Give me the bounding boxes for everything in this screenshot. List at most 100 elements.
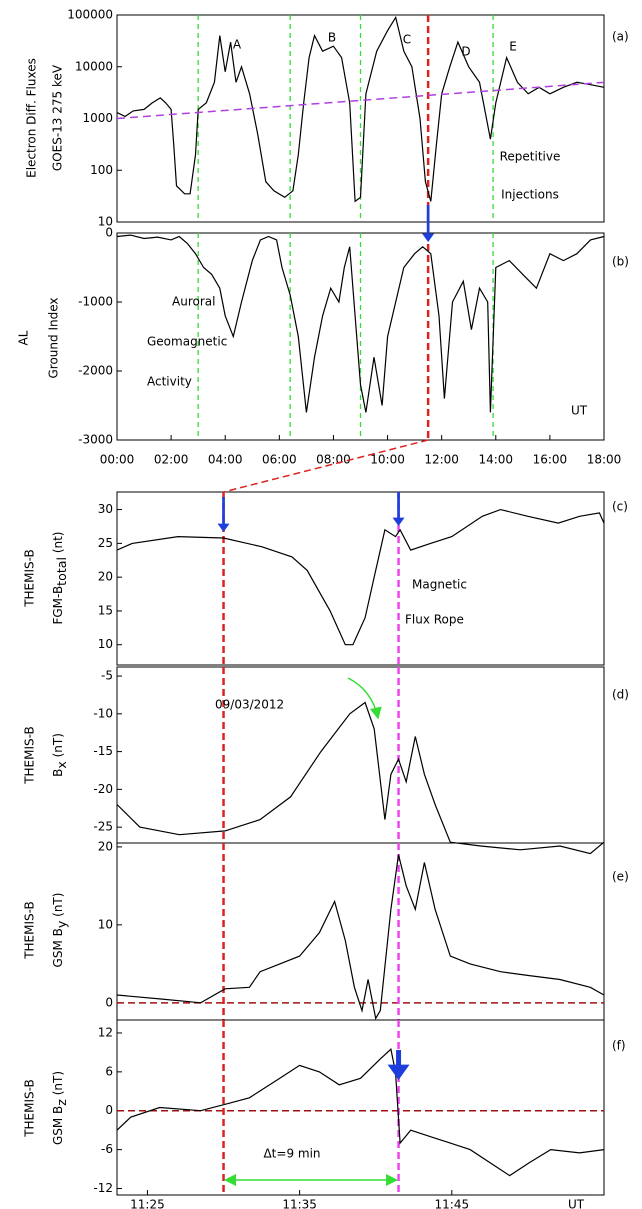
data-line [116,1048,605,1177]
y-tick-label: 15 [98,603,113,617]
panel-label: (a) [612,30,629,44]
y-axis-label-part: GSM B [51,1106,65,1145]
y-tick-label: -5 [101,669,113,683]
y-axis-label: THEMIS-B [23,549,37,608]
x-tick-label: 10:00 [370,453,405,467]
y-axis-label-part: (nT) [51,733,65,761]
y-axis-label: GSM Bz (nT) [51,1071,69,1145]
annotation: C [403,33,411,47]
y-tick-label: -6 [101,1142,113,1156]
y-axis-label-part: y [54,920,69,928]
x-tick-label: 14:00 [478,453,513,467]
panel-label: (c) [612,500,628,514]
y-tick-label: 100 [90,163,113,177]
y-tick-label: 20 [98,839,113,853]
arrow-head [217,523,230,532]
panel-label: (e) [612,870,629,884]
annotation: Magnetic [412,578,467,592]
arrow-head [387,1064,410,1080]
hint-arrow [347,677,382,720]
x-tick-label: 12:00 [424,453,459,467]
y-axis-label-part: FGM-B [51,586,65,625]
data-line [116,234,605,413]
y-axis-label-part: x [54,761,69,769]
y-axis-label: GSM By (nT) [51,893,69,968]
y-axis-label: Bx (nT) [51,733,69,777]
x-tick-label: 08:00 [316,453,351,467]
y-tick-label: 12 [98,1025,113,1039]
x-tick-label: 04:00 [208,453,243,467]
x-tick-label: 02:00 [154,453,189,467]
data-line [116,15,605,203]
y-tick-label: 100000 [67,8,113,22]
x-tick-label: 00:00 [100,453,135,467]
annotation: Activity [147,375,192,389]
y-axis-label: Ground Index [47,298,61,379]
plot-frame [116,1019,605,1196]
y-tick-label: 10 [98,917,113,931]
y-tick-label: -1000 [78,295,113,309]
y-tick-label: -15 [93,744,113,758]
y-tick-label: 6 [105,1064,113,1078]
annotation: Δt=9 min [263,1147,320,1161]
y-tick-label: 10 [98,637,113,651]
connector [223,439,429,493]
y-axis-label: FGM-Btotal (nt) [51,531,69,624]
y-axis-label: THEMIS-B [23,726,37,785]
annotation: E [509,40,517,54]
annotation: Injections [501,188,559,202]
y-tick-label: 0 [105,226,113,240]
data-line [116,701,605,855]
arrow-head [422,233,435,242]
plot-frame [116,666,605,844]
y-tick-label: 10 [98,215,113,229]
y-axis-label-part: total [54,557,69,586]
y-tick-label: 25 [98,536,113,550]
y-axis-label-part: (nT) [51,1071,65,1099]
x-tick-label: 06:00 [262,453,297,467]
annotation: Repetitive [500,150,561,164]
x-tick-label: 16:00 [533,453,568,467]
x-tick-label: 11:25 [130,1198,165,1209]
y-axis-label-part: (nt) [51,531,65,557]
arrow-head [392,517,405,526]
y-axis-label-part: (nT) [51,893,65,921]
y-tick-label: 10000 [75,59,113,73]
y-tick-label: -3000 [78,433,113,447]
y-axis-label-part: z [54,1099,69,1106]
annotation: Flux Rope [405,613,464,627]
y-tick-label: 0 [105,995,113,1009]
x-tick-label: 11:35 [282,1198,317,1209]
y-tick-label: -25 [93,820,113,834]
x-tick-label: 18:00 [587,453,622,467]
y-tick-label: -12 [93,1181,113,1195]
plot-frame [116,491,605,666]
y-axis-label: Electron Diff. Fluxes [25,58,39,178]
y-tick-label: 1000 [82,111,113,125]
y-tick-label: -10 [93,706,113,720]
data-line [116,508,605,646]
panel-label: (f) [612,1039,626,1053]
annotation: Geomagnetic [147,335,227,349]
y-axis-label: AL [17,330,31,345]
y-axis-label: THEMIS-B [23,901,37,960]
annotation: UT [571,404,588,418]
annotation: Auroral [172,295,215,309]
annotation: B [328,31,336,45]
data-line [116,854,605,1021]
panel-label: (b) [612,255,629,269]
y-tick-label: 20 [98,570,113,584]
annotation: D [461,45,470,59]
y-axis-label-part: GSM B [51,928,65,967]
x-tick-label: 11:45 [435,1198,470,1209]
y-axis-label: THEMIS-B [23,1079,37,1138]
y-tick-label: 0 [105,1103,113,1117]
annotation: 09/03/2012 [215,698,284,712]
y-tick-label: -2000 [78,364,113,378]
plot-frame [116,842,605,1021]
x-axis-label: UT [568,1198,585,1209]
y-axis-label-part: B [51,769,65,777]
annotation: A [233,38,242,52]
panel-label: (d) [612,688,629,702]
